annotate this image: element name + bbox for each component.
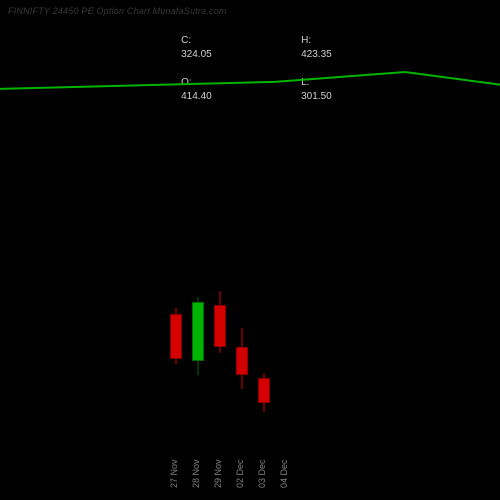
close-label: C: [181,35,191,46]
x-axis-label: 02 Dec [235,459,245,488]
x-axis: 27 Nov 28 Nov 29 Nov 02 Dec 03 Dec 04 Dec [0,440,500,500]
high-label: H: [301,35,311,46]
x-axis-label: 28 Nov [191,459,201,488]
plot-area [0,58,500,440]
chart-watermark: FINNIFTY 24450 PE Option Chart MunafaSut… [8,6,227,16]
x-axis-label: 03 Dec [257,459,267,488]
x-axis-label: 04 Dec [279,459,289,488]
x-axis-label: 27 Nov [169,459,179,488]
candle-body [258,378,270,403]
x-axis-label: 29 Nov [213,459,223,488]
indicator-line [0,58,500,440]
candle-body [236,347,248,375]
candle-body [170,314,182,359]
candle-body [214,305,226,347]
candlestick-chart: FINNIFTY 24450 PE Option Chart MunafaSut… [0,0,500,500]
candle-body [192,302,204,361]
